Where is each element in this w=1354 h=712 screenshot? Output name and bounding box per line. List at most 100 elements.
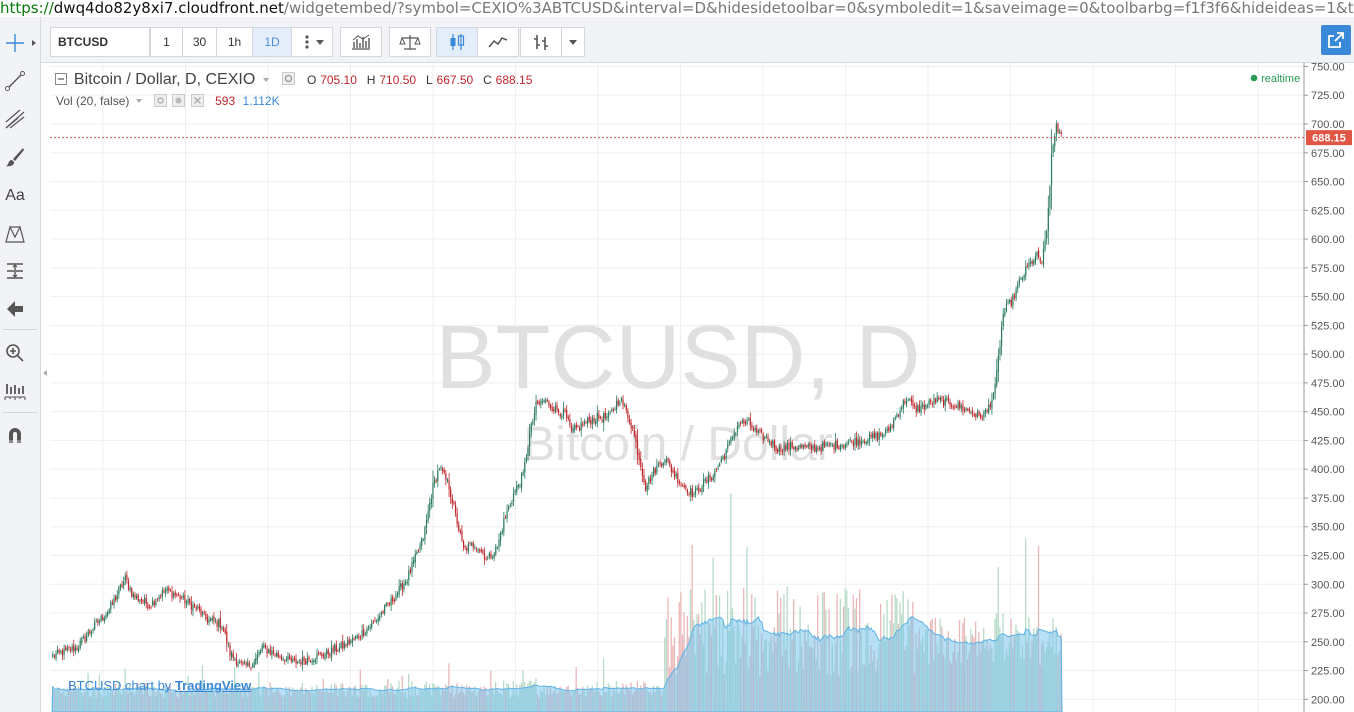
candle-body xyxy=(780,446,782,452)
study-settings-icon[interactable] xyxy=(172,94,186,107)
y-tick-label-7: 375.00 xyxy=(1311,493,1345,505)
candle-body xyxy=(1023,275,1025,279)
candle-body xyxy=(599,416,602,418)
chart-style-dropdown[interactable] xyxy=(561,27,585,57)
candle-body xyxy=(662,462,664,466)
candle-body xyxy=(60,651,62,653)
interval-1-button[interactable]: 1 xyxy=(150,27,183,57)
candle-body xyxy=(818,447,821,450)
candle-body xyxy=(857,439,859,446)
volume-study-title[interactable]: Vol (20, false) xyxy=(56,94,130,108)
candle-body xyxy=(308,657,310,660)
candle-body xyxy=(611,409,613,411)
candle-body xyxy=(448,480,450,490)
candle-body xyxy=(899,410,901,417)
candle-body xyxy=(941,397,943,400)
candle-body xyxy=(709,475,711,480)
fib-tool[interactable] xyxy=(2,106,28,132)
candle-body xyxy=(640,458,642,468)
interval-1h-button[interactable]: 1h xyxy=(216,27,253,57)
candle-body xyxy=(791,442,793,448)
candles-style-button[interactable] xyxy=(436,27,478,57)
visibility-icon[interactable] xyxy=(154,94,168,107)
bars-style-button[interactable] xyxy=(520,27,562,57)
more-intervals-button[interactable] xyxy=(291,27,333,57)
candle-body xyxy=(872,433,874,439)
candle-body xyxy=(279,656,281,658)
interval-30-button[interactable]: 30 xyxy=(182,27,217,57)
candle-body xyxy=(907,399,909,401)
candle-body xyxy=(103,618,105,622)
candle-body xyxy=(334,645,336,651)
interval-30-label: 30 xyxy=(192,35,207,49)
candle-body xyxy=(166,587,168,591)
symbol-search-input[interactable]: BTCUSD xyxy=(50,27,150,57)
candle-body xyxy=(92,629,94,632)
high-value: 710.50 xyxy=(379,73,417,87)
remove-study-icon[interactable] xyxy=(190,94,204,107)
candle-body xyxy=(881,434,883,437)
candle-body xyxy=(94,622,96,630)
price-axis[interactable]: 200.00 225.00 250.00 275.00 300.00 325.00 350.… xyxy=(1304,63,1345,706)
magnet-tool[interactable] xyxy=(2,422,28,448)
collapse-toolbar-icon[interactable] xyxy=(42,369,48,377)
candle-body xyxy=(989,403,991,407)
tradingview-link[interactable]: TradingView xyxy=(174,678,252,693)
interval-1d-button[interactable]: 1D xyxy=(252,27,292,57)
browser-url-bar[interactable]: https://dwq4do82y8xi7.cloudfront.net/wid… xyxy=(0,0,1354,17)
measure-tool[interactable] xyxy=(2,258,28,284)
remove-drawings-tool[interactable] xyxy=(2,296,28,322)
expand-arrow-icon[interactable] xyxy=(31,39,37,47)
line-style-button[interactable] xyxy=(477,27,519,57)
pattern-tool[interactable] xyxy=(2,221,28,247)
candle-body xyxy=(537,401,539,404)
symbol-title[interactable]: Bitcoin / Dollar, D, CEXIO xyxy=(73,71,256,88)
candle-body xyxy=(371,622,373,628)
zoom-tool[interactable] xyxy=(2,340,28,366)
popout-button[interactable] xyxy=(1321,25,1351,55)
screenshot-tool[interactable] xyxy=(2,378,28,404)
candle-body xyxy=(849,439,851,441)
candle-body xyxy=(976,412,979,417)
trend-line-tool[interactable] xyxy=(2,68,28,94)
candle-body xyxy=(905,400,908,405)
brush-tool[interactable] xyxy=(2,144,28,170)
candle-body xyxy=(992,393,995,399)
candle-body xyxy=(686,489,689,494)
volume-menu-chevron-icon[interactable] xyxy=(135,97,143,105)
candle-body xyxy=(672,470,674,473)
candle-body xyxy=(991,399,993,409)
candle-body xyxy=(390,597,392,606)
candle-body xyxy=(297,661,299,664)
candle-body xyxy=(110,602,112,610)
candle-body xyxy=(90,631,93,635)
candle-body xyxy=(89,630,91,634)
candle-body xyxy=(511,502,513,505)
candle-body xyxy=(506,510,508,519)
candle-body xyxy=(778,445,780,453)
price-chart[interactable]: BTCUSD, D Bitcoin / Dollar 200.00225.002… xyxy=(50,63,1354,712)
cursor-tool[interactable] xyxy=(2,30,28,56)
candle-body xyxy=(604,412,606,418)
candle-body xyxy=(838,446,840,449)
text-tool[interactable]: Aa xyxy=(2,183,28,209)
candle-body xyxy=(609,411,611,413)
settings-icon[interactable] xyxy=(282,72,296,85)
candle-body xyxy=(947,397,950,401)
candle-body xyxy=(446,479,449,482)
candle-body xyxy=(525,457,527,462)
candle-body xyxy=(197,606,199,608)
candle-body xyxy=(430,498,432,504)
compare-button[interactable] xyxy=(389,27,431,57)
main-legend: Bitcoin / Dollar, D, CEXIO O 705.10 H 71… xyxy=(55,71,532,89)
candle-body xyxy=(720,459,722,463)
legend-menu-chevron-icon[interactable] xyxy=(262,76,270,84)
collapse-legend-icon[interactable] xyxy=(55,73,67,85)
volume-legend: Vol (20, false) 593 1.112K xyxy=(56,94,280,108)
candle-body xyxy=(944,398,946,406)
candle-body xyxy=(981,417,983,419)
candle-body xyxy=(583,421,585,425)
indicators-button[interactable] xyxy=(340,27,382,57)
candle-body xyxy=(81,638,83,643)
candle-body xyxy=(963,408,966,411)
